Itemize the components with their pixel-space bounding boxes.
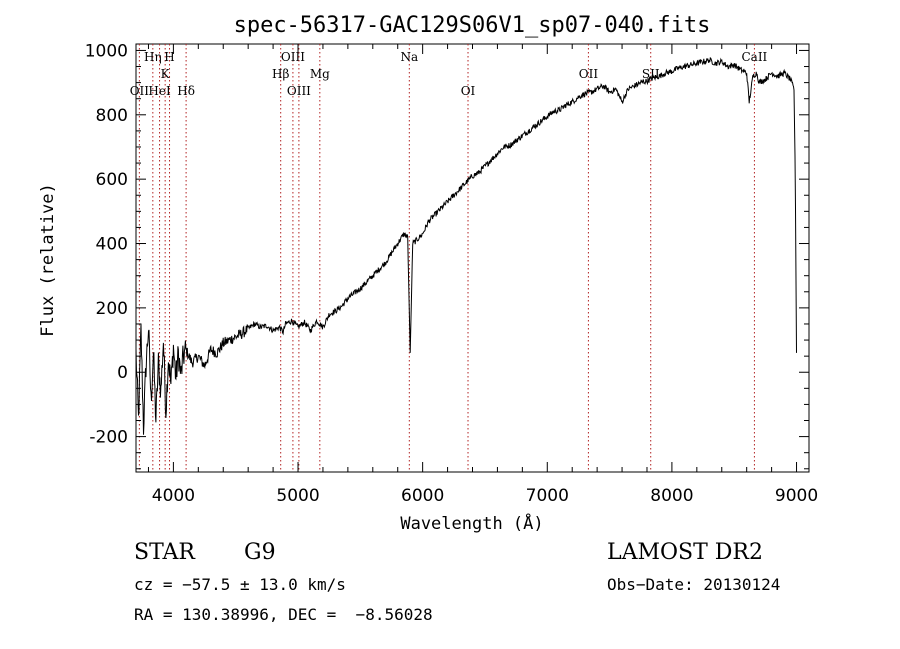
spectral-line-label: Na bbox=[400, 50, 418, 64]
spectrum-series-line bbox=[135, 56, 797, 435]
coordinates-text: RA = 130.38996, DEC = −8.56028 bbox=[134, 605, 433, 624]
y-tick-label: -200 bbox=[89, 428, 128, 448]
spectral-line-label: OIII bbox=[287, 84, 311, 98]
x-tick-label: 7000 bbox=[526, 486, 569, 506]
y-tick-label: 200 bbox=[96, 299, 128, 319]
spectral-line-label: OII bbox=[579, 67, 599, 81]
spectral-line-label: OIII bbox=[281, 50, 305, 64]
axis-ticks: 4000 5000 6000 7000 8000 9000 -200 0 200 400 600 80… bbox=[85, 41, 818, 506]
y-tick-label: 800 bbox=[96, 106, 128, 126]
y-tick-label: 1000 bbox=[85, 41, 128, 61]
spectral-line-label: OI bbox=[461, 84, 476, 98]
spectral-line-markers: OII Hη HeI KH Hδ Hβ OIII OIII Mg Na OI OII SII CaII bbox=[130, 44, 768, 472]
obs-date-text: Obs−Date: 20130124 bbox=[607, 575, 781, 594]
spectral-line-label: Hη bbox=[144, 50, 162, 64]
spectral-line-label: Hδ bbox=[177, 84, 195, 98]
spectral-line-label: Mg bbox=[310, 67, 330, 81]
y-tick-label: 0 bbox=[117, 363, 128, 383]
x-axis-label: Wavelength (Å) bbox=[400, 512, 543, 534]
survey-name: LAMOST DR2 bbox=[607, 540, 763, 565]
x-tick-label: 6000 bbox=[401, 486, 444, 506]
spectral-line-label: SII bbox=[642, 67, 660, 81]
x-tick-label: 5000 bbox=[276, 486, 319, 506]
spectral-line-label: H bbox=[164, 50, 174, 64]
y-axis-label: Flux (relative) bbox=[38, 183, 58, 337]
chart-title: spec-56317-GAC129S06V1_sp07-040.fits bbox=[234, 13, 711, 38]
spectral-line-label: K bbox=[161, 67, 171, 81]
y-tick-label: 600 bbox=[96, 170, 128, 190]
x-tick-label: 4000 bbox=[152, 486, 195, 506]
x-tick-label: 9000 bbox=[775, 486, 818, 506]
object-class: STAR bbox=[134, 540, 195, 565]
redshift-text: cz = −57.5 ± 13.0 km/s bbox=[134, 575, 346, 594]
spectral-line-label: CaII bbox=[741, 50, 767, 64]
spectral-line-label: HeI bbox=[148, 84, 171, 98]
y-tick-label: 400 bbox=[96, 235, 128, 255]
plot-frame bbox=[135, 43, 810, 473]
spectral-line-label: Hβ bbox=[272, 67, 289, 81]
object-subclass: G9 bbox=[244, 540, 276, 565]
spectral-line-label: OII bbox=[130, 84, 150, 98]
x-tick-label: 8000 bbox=[650, 486, 693, 506]
